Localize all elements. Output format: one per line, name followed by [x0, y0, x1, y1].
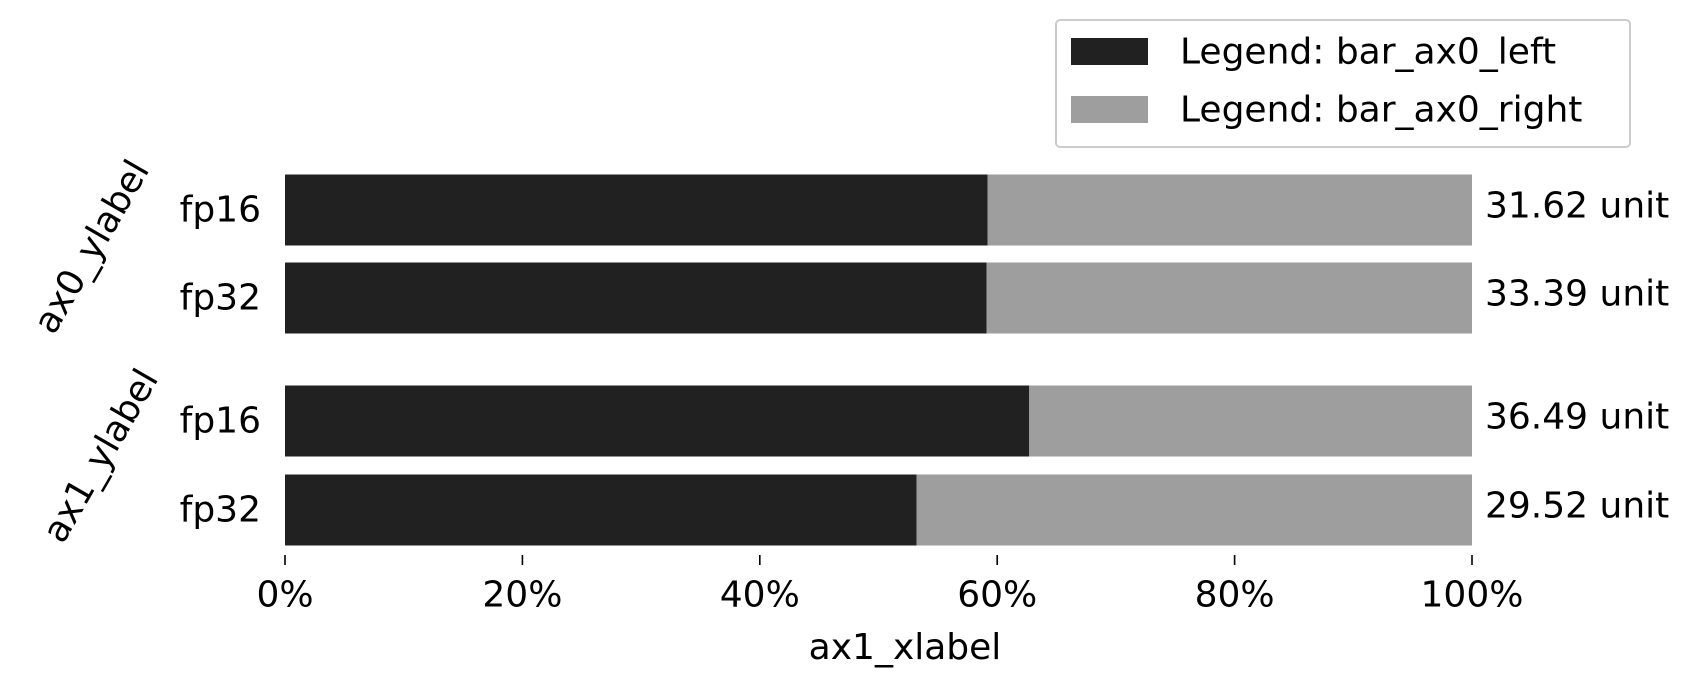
bar-left-0-fp16 — [285, 174, 988, 246]
bar-right-0-fp16 — [987, 174, 1472, 246]
x-tick-label: 80% — [1195, 575, 1275, 616]
total-value-label: 31.62 unit — [1485, 186, 1669, 227]
total-value-label: 33.39 unit — [1485, 274, 1669, 315]
bar-right-1-fp32 — [916, 474, 1472, 546]
bar-right-0-fp32 — [986, 262, 1472, 334]
category-label: fp32 — [180, 278, 261, 319]
category-label: fp16 — [180, 401, 261, 442]
category-label: fp16 — [180, 190, 261, 231]
total-value-label: 29.52 unit — [1485, 486, 1669, 527]
x-tick-label: 60% — [957, 575, 1037, 616]
legend-swatch-right — [1071, 96, 1148, 123]
x-tick-label: 40% — [720, 575, 800, 616]
x-axis-title: ax1_xlabel — [809, 627, 1002, 668]
legend-label-left: Legend: bar_ax0_left — [1180, 32, 1556, 73]
bar-left-0-fp32 — [285, 262, 987, 334]
bar-left-1-fp32 — [285, 474, 917, 546]
bars-layer — [285, 174, 1472, 546]
bar-right-1-fp16 — [1029, 385, 1472, 457]
category-label: fp32 — [180, 490, 261, 531]
x-tick-label: 100% — [1421, 575, 1524, 616]
x-tick-label: 0% — [256, 575, 313, 616]
group-y-axis-label: ax1_ylabel — [35, 362, 167, 549]
x-axis: 0% 20% 40% 60% 80% 100% — [256, 555, 1523, 616]
group-y-axis-label: ax0_ylabel — [26, 153, 158, 340]
legend: Legend: bar_ax0_left Legend: bar_ax0_rig… — [1055, 19, 1631, 148]
legend-swatch-left — [1071, 38, 1148, 65]
legend-frame — [1055, 19, 1631, 148]
legend-label-right: Legend: bar_ax0_right — [1180, 90, 1582, 131]
total-value-label: 36.49 unit — [1485, 397, 1669, 438]
x-tick-label: 20% — [482, 575, 562, 616]
bar-left-1-fp16 — [285, 385, 1030, 457]
